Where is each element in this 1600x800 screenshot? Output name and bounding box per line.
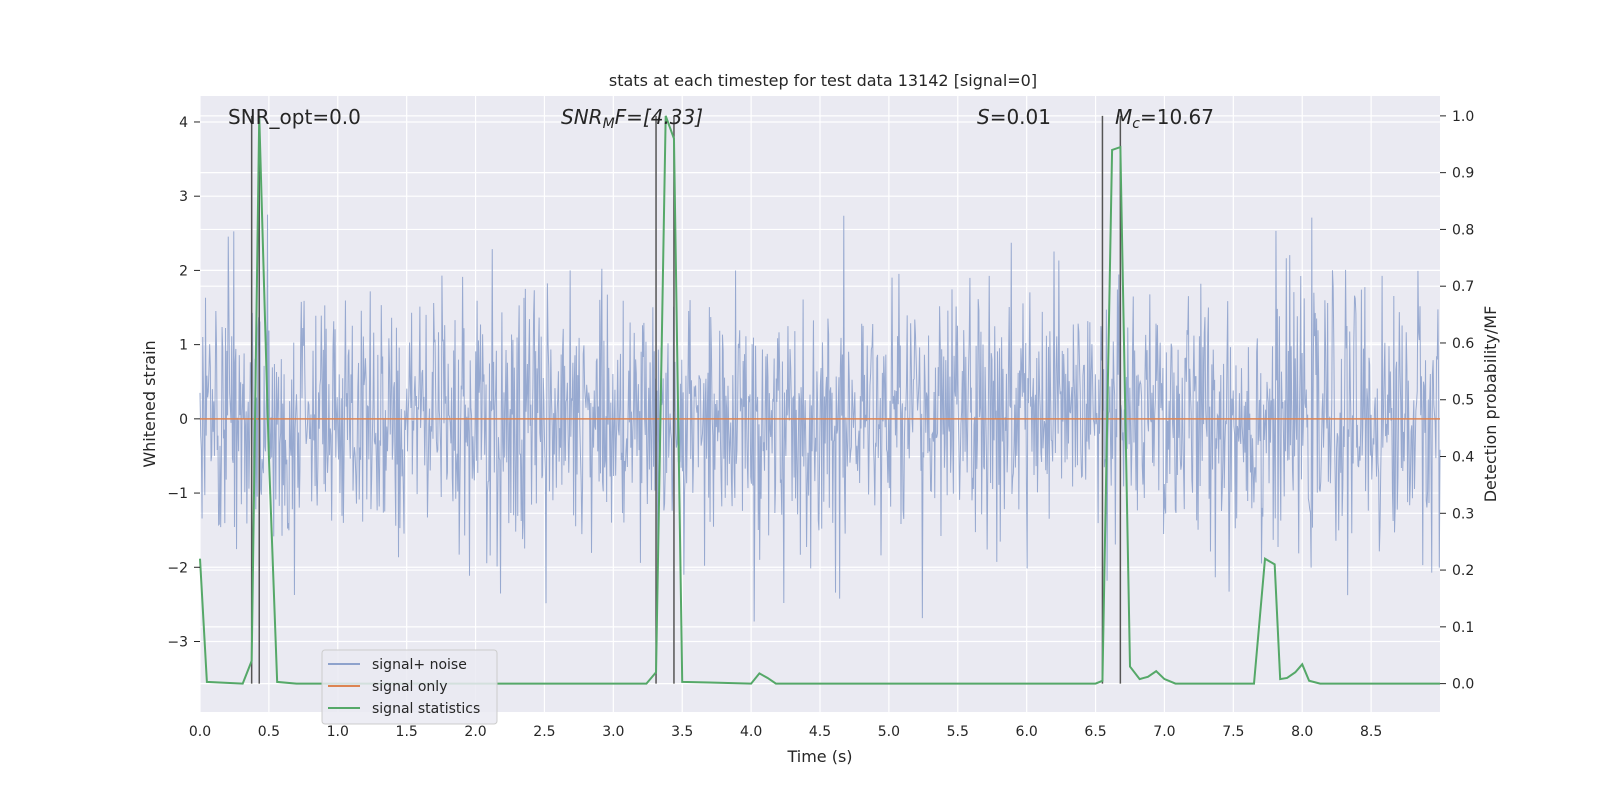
chart-title: stats at each timestep for test data 131… bbox=[609, 71, 1037, 90]
y-right-tick-label: 0.9 bbox=[1452, 166, 1474, 182]
y-tick-label: 4 bbox=[179, 115, 188, 131]
x-tick-label: 4.0 bbox=[740, 724, 762, 740]
x-tick-label: 7.5 bbox=[1222, 724, 1244, 740]
annotation-mc: Mc=10.67 bbox=[1115, 105, 1214, 132]
y-right-tick-label: 0.2 bbox=[1452, 563, 1474, 579]
x-tick-label: 8.0 bbox=[1291, 724, 1313, 740]
mc-main: M bbox=[1115, 105, 1132, 129]
y-right-tick-label: 0.1 bbox=[1452, 620, 1474, 636]
mc-sub: c bbox=[1132, 116, 1140, 132]
signal-statistics-series bbox=[199, 115, 1440, 685]
y-right-tick-label: 0.5 bbox=[1452, 393, 1474, 409]
y-right-axis-label: Detection probability/MF bbox=[1481, 306, 1500, 503]
x-tick-label: 7.0 bbox=[1153, 724, 1175, 740]
y-right-tick-label: 0.7 bbox=[1452, 279, 1474, 295]
x-tick-label: 6.5 bbox=[1084, 724, 1106, 740]
y-right-tick-label: 1.0 bbox=[1452, 109, 1474, 125]
y-tick-label: −1 bbox=[167, 486, 188, 502]
legend-label-statistics: signal statistics bbox=[372, 701, 480, 717]
signal-noise-series bbox=[199, 214, 1441, 622]
noise-path bbox=[199, 214, 1441, 622]
x-tick-label: 5.0 bbox=[878, 724, 900, 740]
x-tick-labels: 0.0 0.5 1.0 1.5 2.0 2.5 3.0 3.5 4.0 4.5 5.0 5.5 6.0 6… bbox=[189, 724, 1382, 740]
x-tick-label: 4.5 bbox=[809, 724, 831, 740]
snr-mf-sub: M bbox=[603, 116, 615, 132]
y-tick-label: −3 bbox=[167, 634, 188, 650]
y-tick-label: −2 bbox=[167, 560, 188, 576]
x-tick-label: 1.5 bbox=[396, 724, 418, 740]
mc-rest: =10.67 bbox=[1140, 105, 1214, 129]
legend: signal+ noise signal only signal statist… bbox=[321, 649, 498, 725]
x-tick-label: 2.0 bbox=[464, 724, 486, 740]
y-axis-label: Whitened strain bbox=[140, 340, 159, 467]
x-tick-label: 2.5 bbox=[533, 724, 555, 740]
s-italic: S bbox=[977, 105, 990, 129]
vertical-markers bbox=[250, 115, 1122, 684]
x-tick-label: 3.5 bbox=[671, 724, 693, 740]
annotation-s: S=0.01 bbox=[977, 105, 1051, 129]
x-tick-label: 3.0 bbox=[602, 724, 624, 740]
y-right-tick-label: 0.0 bbox=[1452, 677, 1474, 693]
y-right-tick-labels: 1.0 0.9 0.8 0.7 0.6 0.5 0.4 0.3 0.2 0.1 0.0 bbox=[1440, 109, 1474, 693]
annotation-snr-opt: SNR_opt=0.0 bbox=[228, 105, 361, 129]
y-right-tick-label: 0.4 bbox=[1452, 450, 1474, 466]
x-tick-label: 6.0 bbox=[1016, 724, 1038, 740]
y-tick-label: 1 bbox=[179, 338, 188, 354]
x-tick-label: 0.0 bbox=[189, 724, 211, 740]
y-tick-label: 3 bbox=[179, 189, 188, 205]
y-right-tick-label: 0.8 bbox=[1452, 222, 1474, 238]
s-rest: =0.01 bbox=[990, 105, 1051, 129]
legend-box bbox=[321, 649, 498, 725]
y-tick-label: 2 bbox=[179, 263, 188, 279]
y-right-tick-label: 0.6 bbox=[1452, 336, 1474, 352]
y-tick-label: 0 bbox=[179, 412, 188, 428]
legend-label-signal-only: signal only bbox=[372, 679, 447, 695]
x-axis-label: Time (s) bbox=[786, 747, 852, 766]
x-tick-label: 5.5 bbox=[947, 724, 969, 740]
annotation-snr-mf: SNRMF=[4.33] bbox=[561, 105, 703, 132]
x-tick-label: 1.0 bbox=[327, 724, 349, 740]
y-tick-labels: 4 3 2 1 0 −1 −2 −3 bbox=[167, 115, 200, 650]
x-tick-label: 8.5 bbox=[1360, 724, 1382, 740]
legend-label-noise: signal+ noise bbox=[372, 657, 467, 673]
snr-mf-rest: F=[4.33] bbox=[615, 105, 703, 129]
y-right-tick-label: 0.3 bbox=[1452, 506, 1474, 522]
x-tick-label: 0.5 bbox=[258, 724, 280, 740]
snr-mf-main: SNR bbox=[561, 105, 603, 129]
